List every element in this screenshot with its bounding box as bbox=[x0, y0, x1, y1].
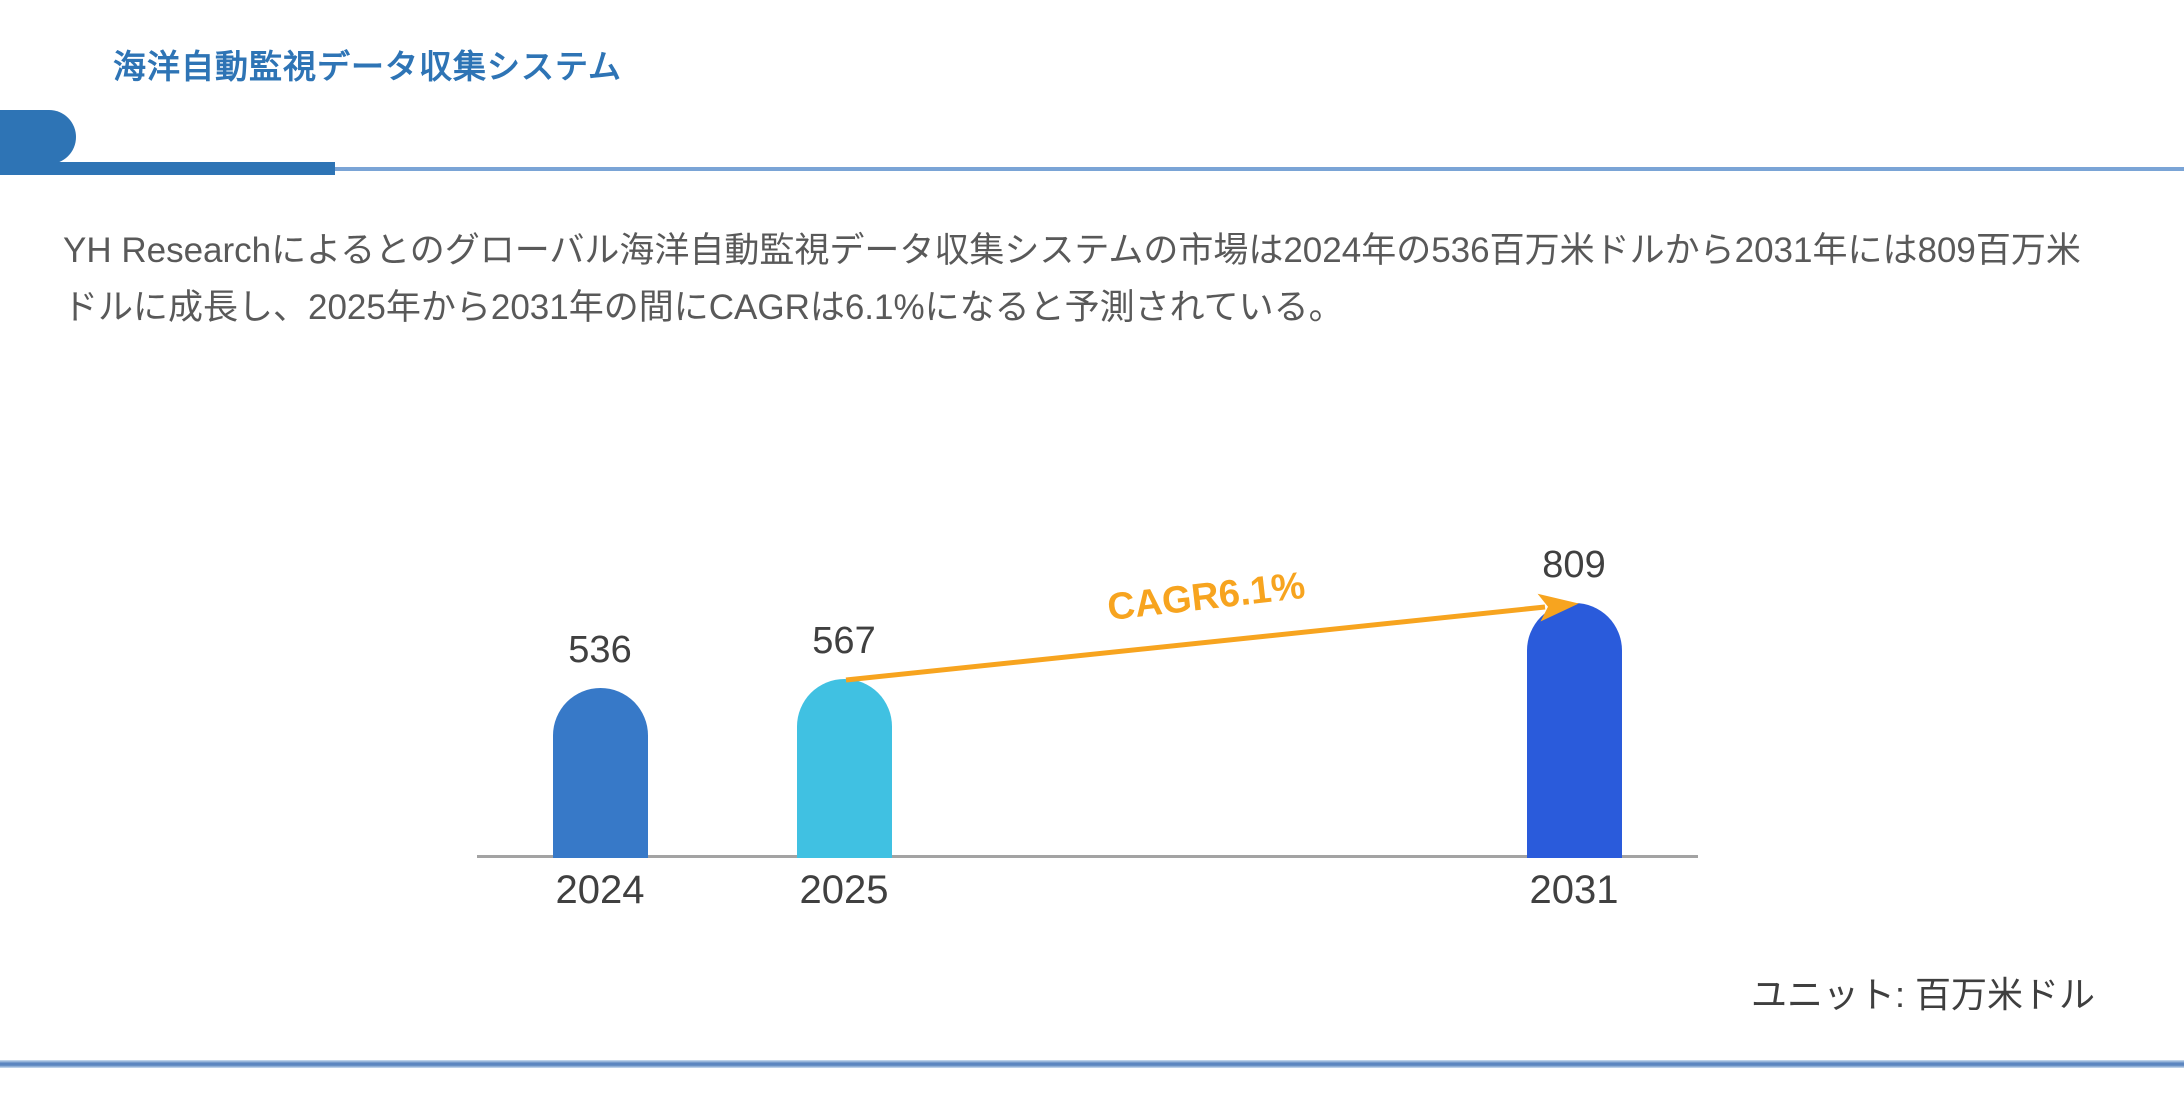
category-label-2024: 2024 bbox=[555, 868, 645, 912]
heading-accent-tab bbox=[0, 110, 76, 164]
unit-label: ユニット: 百万米ドル bbox=[1750, 974, 2095, 1015]
heading-underline-thin bbox=[335, 167, 2184, 171]
bar-2024 bbox=[553, 688, 648, 858]
bar-2025 bbox=[797, 679, 892, 858]
x-axis-line bbox=[477, 855, 1698, 858]
heading-underline-thick bbox=[0, 162, 335, 175]
category-label-2031: 2031 bbox=[1529, 868, 1619, 912]
value-label-2025: 567 bbox=[812, 620, 876, 662]
intro-paragraph: YH Researchによるとのグローバル海洋自動監視データ収集システムの市場は… bbox=[63, 231, 2081, 327]
cagr-annotation: CAGR6.1% bbox=[1105, 564, 1308, 630]
value-label-2024: 536 bbox=[568, 629, 632, 671]
value-label-2031: 809 bbox=[1542, 544, 1606, 586]
category-label-2025: 2025 bbox=[799, 868, 889, 912]
bar-2031 bbox=[1527, 603, 1622, 858]
page-title: 海洋自動監視データ収集システム bbox=[113, 48, 623, 85]
bottom-border bbox=[0, 1060, 2184, 1068]
